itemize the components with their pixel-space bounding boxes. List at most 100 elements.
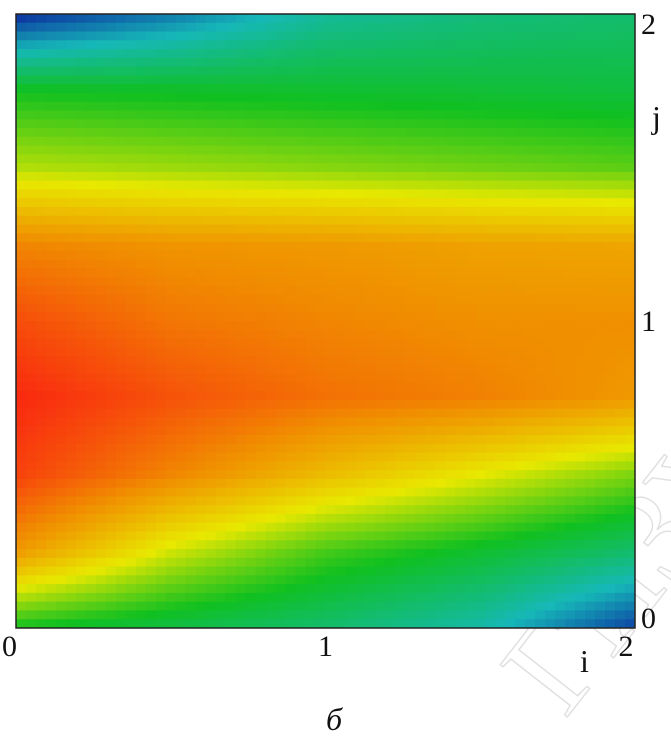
- heatmap-cell: [285, 136, 297, 147]
- heatmap-cell: [355, 215, 367, 226]
- heatmap-cell: [205, 531, 217, 541]
- heatmap-cell: [535, 557, 546, 568]
- heatmap-cell: [105, 101, 117, 112]
- heatmap-cell: [595, 619, 606, 628]
- heatmap-cell: [195, 584, 207, 594]
- heatmap-cell: [475, 549, 486, 559]
- heatmap-cell: [305, 321, 317, 331]
- heatmap-cell: [45, 233, 57, 243]
- heatmap-cell: [475, 435, 486, 445]
- heatmap-cell: [435, 14, 446, 24]
- heatmap-cell: [265, 49, 277, 59]
- heatmap-cell: [415, 171, 426, 182]
- heatmap-cell: [265, 566, 277, 576]
- heatmap-cell: [445, 408, 456, 419]
- heatmap-cell: [515, 14, 526, 24]
- heatmap-cell: [115, 180, 127, 191]
- heatmap-cell: [105, 557, 117, 568]
- heatmap-cell: [415, 584, 426, 594]
- heatmap-cell: [25, 478, 37, 489]
- heatmap-cell: [205, 110, 217, 120]
- heatmap-cell: [35, 40, 47, 50]
- heatmap-cell: [535, 277, 546, 287]
- heatmap-cell: [305, 575, 317, 585]
- heatmap-cell: [295, 557, 307, 568]
- heatmap-cell: [385, 321, 396, 331]
- heatmap-cell: [585, 338, 596, 348]
- heatmap-cell: [555, 294, 566, 305]
- heatmap-cell: [495, 259, 506, 269]
- heatmap-cell: [265, 584, 277, 594]
- heatmap-cell: [345, 531, 357, 541]
- heatmap-cell: [475, 347, 486, 357]
- heatmap-cell: [505, 549, 516, 559]
- heatmap-cell: [16, 128, 27, 138]
- heatmap-cell: [535, 540, 546, 550]
- heatmap-cell: [245, 110, 257, 120]
- heatmap-cell: [405, 312, 416, 322]
- heatmap-cell: [225, 49, 237, 59]
- heatmap-cell: [155, 180, 167, 191]
- heatmap-cell: [215, 110, 227, 120]
- heatmap-cell: [55, 128, 67, 138]
- heatmap-cell: [315, 110, 327, 120]
- heatmap-cell: [35, 461, 47, 471]
- heatmap-cell: [585, 171, 596, 182]
- heatmap-cell: [335, 321, 347, 331]
- heatmap-cell: [475, 171, 486, 182]
- heatmap-cell: [605, 40, 616, 50]
- heatmap-cell: [605, 154, 616, 164]
- heatmap-cell: [165, 119, 177, 129]
- heatmap-cell: [525, 610, 536, 620]
- heatmap-cell: [355, 128, 367, 138]
- heatmap-cell: [605, 92, 616, 103]
- heatmap-cell: [485, 57, 496, 68]
- heatmap-cell: [105, 277, 117, 287]
- heatmap-cell: [555, 277, 566, 287]
- heatmap-cell: [615, 443, 626, 454]
- heatmap-cell: [265, 180, 277, 191]
- heatmap-cell: [385, 171, 396, 182]
- heatmap-cell: [535, 242, 546, 252]
- heatmap-cell: [195, 575, 207, 585]
- heatmap-cell: [545, 321, 556, 331]
- heatmap-cell: [85, 408, 97, 419]
- heatmap-cell: [45, 408, 57, 419]
- heatmap-cell: [205, 84, 217, 94]
- heatmap-cell: [505, 435, 516, 445]
- heatmap-cell: [455, 22, 466, 33]
- heatmap-cell: [45, 338, 57, 348]
- heatmap-cell: [185, 57, 197, 68]
- heatmap-cell: [405, 575, 416, 585]
- heatmap-cell: [405, 171, 416, 182]
- heatmap-cell: [585, 14, 596, 24]
- heatmap-cell: [515, 294, 526, 305]
- heatmap-cell: [75, 250, 87, 261]
- heatmap-cell: [615, 487, 626, 498]
- heatmap-cell: [325, 110, 337, 120]
- heatmap-cell: [435, 294, 446, 305]
- heatmap-cell: [455, 198, 466, 208]
- heatmap-cell: [215, 356, 227, 366]
- heatmap-cell: [115, 522, 127, 533]
- heatmap-cell: [85, 549, 97, 559]
- heatmap-cell: [545, 250, 556, 261]
- heatmap-cell: [515, 496, 526, 506]
- heatmap-cell: [35, 601, 47, 612]
- heatmap-cell: [215, 171, 227, 182]
- heatmap-cell: [95, 119, 107, 129]
- heatmap-cell: [485, 364, 496, 375]
- heatmap-cell: [225, 478, 237, 489]
- heatmap-cell: [325, 522, 337, 533]
- heatmap-cell: [265, 294, 277, 305]
- heatmap-cell: [185, 584, 197, 594]
- heatmap-cell: [515, 443, 526, 454]
- heatmap-cell: [625, 364, 635, 375]
- heatmap-cell: [515, 233, 526, 243]
- heatmap-cell: [195, 338, 207, 348]
- heatmap-cell: [295, 198, 307, 208]
- heatmap-cell: [475, 154, 486, 164]
- heatmap-cell: [275, 531, 287, 541]
- heatmap-cell: [155, 487, 167, 498]
- heatmap-cell: [425, 224, 436, 234]
